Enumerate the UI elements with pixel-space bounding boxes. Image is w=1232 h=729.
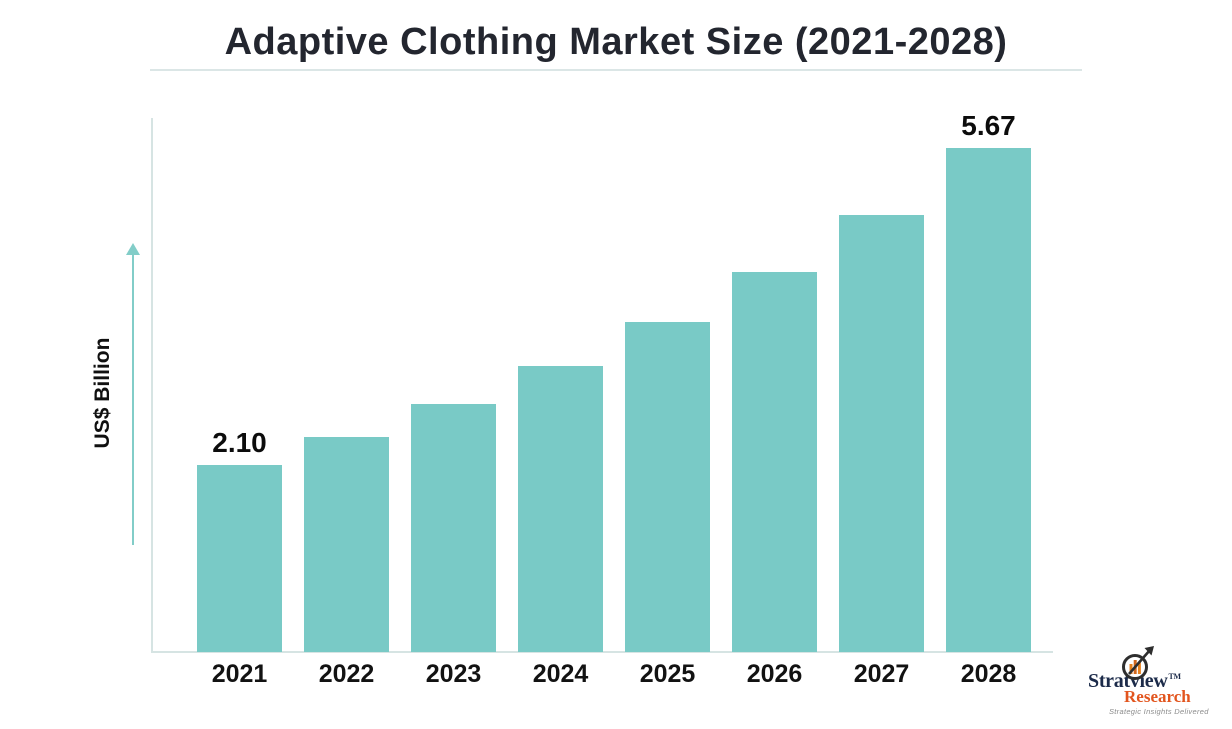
x-axis-line bbox=[151, 651, 1053, 653]
x-tick-label-2021: 2021 bbox=[211, 660, 268, 688]
bar-value-label-2021: 2.10 bbox=[212, 427, 267, 458]
x-tick-label-2027: 2027 bbox=[853, 660, 910, 688]
x-tick-label-2022: 2022 bbox=[318, 660, 375, 688]
x-tick-label-2024: 2024 bbox=[532, 660, 589, 688]
bar-2023 bbox=[411, 404, 496, 652]
brand-tagline: Strategic Insights Delivered bbox=[1109, 707, 1209, 716]
brand-name-primary: StratviewTM bbox=[1088, 670, 1181, 693]
chart-title: Adaptive Clothing Market Size (2021-2028… bbox=[224, 21, 1008, 63]
x-tick-label-2023: 2023 bbox=[425, 660, 482, 688]
bar-2027 bbox=[839, 215, 924, 652]
bar-2024 bbox=[518, 366, 603, 652]
magnifier-bar-chart-arrow-icon bbox=[1122, 646, 1154, 680]
trademark-symbol: TM bbox=[1168, 672, 1182, 682]
bar-2025 bbox=[625, 322, 710, 652]
x-tick-label-2026: 2026 bbox=[746, 660, 803, 688]
brand-name-secondary: Research bbox=[1124, 687, 1191, 706]
x-tick-label-2025: 2025 bbox=[639, 660, 696, 688]
stratview-research-logo: StratviewTM Research Strategic Insights … bbox=[1086, 643, 1232, 725]
y-axis-label: US$ Billion bbox=[91, 337, 114, 449]
y-axis-line bbox=[151, 118, 153, 652]
title-underline bbox=[150, 69, 1082, 71]
y-axis-up-arrow-icon bbox=[126, 243, 140, 255]
y-axis-arrow-line bbox=[132, 254, 134, 545]
bar-2021 bbox=[197, 465, 282, 652]
bar-2026 bbox=[732, 272, 817, 652]
chart-header: Adaptive Clothing Market Size (2021-2028… bbox=[150, 0, 1082, 64]
bar-2028 bbox=[946, 148, 1031, 652]
bar-value-label-2028: 5.67 bbox=[961, 110, 1016, 141]
x-tick-label-2028: 2028 bbox=[960, 660, 1017, 688]
bar-2022 bbox=[304, 437, 389, 652]
brand-name-text: Stratview bbox=[1088, 670, 1168, 692]
